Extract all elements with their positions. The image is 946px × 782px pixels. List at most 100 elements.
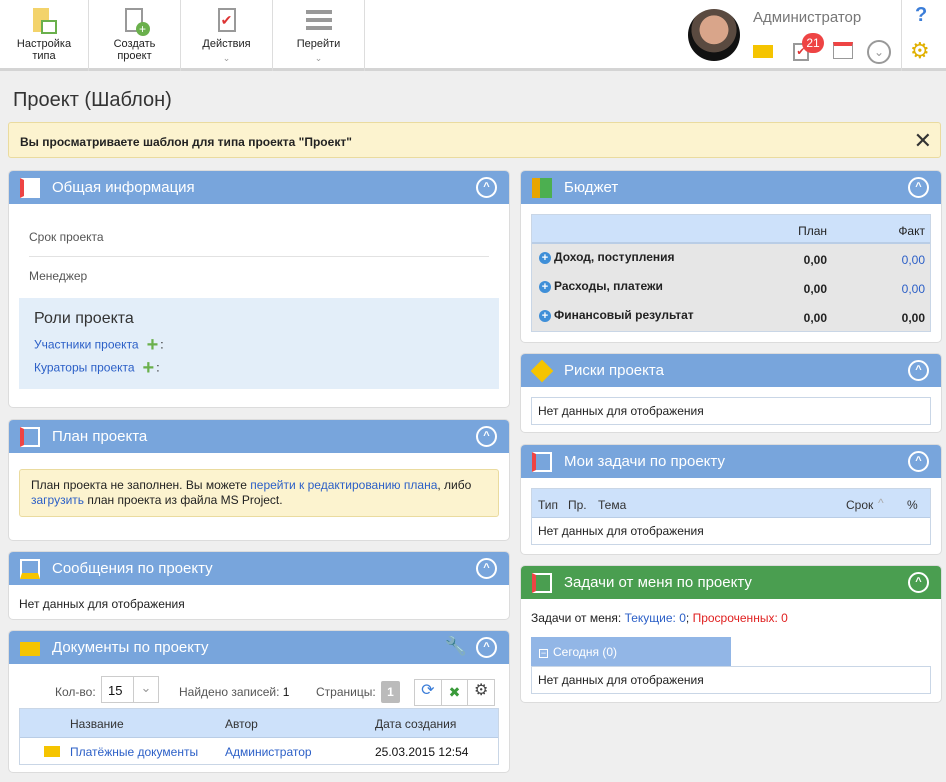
collapse-icon[interactable]: ^: [908, 451, 929, 472]
empty-text: Нет данных для отображения: [19, 597, 185, 611]
add-icon[interactable]: +: [146, 334, 159, 356]
role-participants-link[interactable]: Участники проекта: [34, 337, 139, 352]
page-title: Проект (Шаблон): [13, 89, 172, 111]
column-header: План: [798, 224, 827, 238]
colon: :: [160, 337, 164, 352]
gear-icon[interactable]: ⚙: [910, 38, 930, 63]
type-settings-button[interactable]: Настройка типа: [0, 0, 89, 71]
label: Настройка: [16, 38, 72, 50]
column-header[interactable]: Автор: [225, 717, 258, 731]
documents-table: Название Автор Дата создания Платёжные д…: [19, 708, 499, 765]
separator: ;: [685, 611, 693, 625]
expand-icon[interactable]: +: [539, 310, 551, 322]
label: Задачи от меня:: [531, 611, 625, 625]
goto-menu[interactable]: Перейти ⌄: [273, 0, 365, 71]
settings-icon[interactable]: ⚙: [474, 682, 489, 699]
count-label: Кол-во:: [55, 685, 96, 699]
mail-icon[interactable]: [753, 45, 773, 58]
column-header[interactable]: Пр.: [568, 498, 587, 512]
expand-icon[interactable]: +: [539, 252, 551, 264]
chevron-down-icon: ⌄: [222, 53, 231, 63]
documents-panel: Документы по проекту 🔧 ^ Кол-во: 15 ⌄ Найде…: [8, 630, 510, 773]
folder-icon: [44, 746, 60, 757]
date-cell: 25.03.2015 12:54: [375, 745, 469, 759]
table-row[interactable]: Платёжные документы Администратор 25.03.…: [20, 738, 498, 764]
collapse-icon[interactable]: ^: [476, 426, 497, 447]
fact-value[interactable]: 0,00: [901, 282, 925, 296]
task-assign-icon: [532, 573, 552, 593]
panel-title: Сообщения по проекту: [52, 560, 213, 577]
page-button[interactable]: 1: [381, 681, 400, 703]
label: проект: [117, 50, 152, 62]
count-select[interactable]: 15 ⌄: [101, 676, 159, 703]
upload-link[interactable]: загрузить: [31, 493, 85, 507]
row-label: Доход, поступления: [554, 250, 675, 264]
doc-actions: ⟳ ✖ ⚙: [414, 679, 495, 706]
create-project-button[interactable]: + Создать проект: [89, 0, 181, 71]
add-icon[interactable]: +: [142, 357, 155, 379]
column-header[interactable]: Тема: [598, 498, 627, 512]
collapse-icon[interactable]: ^: [476, 177, 497, 198]
messages-panel: Сообщения по проекту ^ Нет данных для ото…: [8, 551, 510, 620]
document-name-link[interactable]: Платёжные документы: [70, 745, 199, 759]
count-value: 15: [108, 683, 123, 698]
general-info-panel: Общая информация ^ Срок проекта Менеджер …: [8, 170, 510, 408]
close-icon[interactable]: ✕: [913, 128, 932, 153]
type-settings-icon: [29, 6, 59, 36]
sort-up-icon: ^: [878, 496, 884, 510]
tasks-badge: 21: [802, 33, 824, 53]
plan-icon: [20, 427, 40, 447]
found-label: Найдено записей:: [179, 685, 280, 699]
empty-text: Нет данных для отображения: [531, 666, 931, 694]
collapse-icon[interactable]: ^: [908, 360, 929, 381]
label: Действия: [202, 38, 251, 50]
current-link[interactable]: Текущие: 0: [624, 611, 686, 625]
collapse-icon[interactable]: ^: [908, 572, 929, 593]
edit-plan-link[interactable]: перейти к редактированию плана: [250, 478, 438, 492]
budget-table: План Факт + Доход, поступления 0,00 0,00 + Р…: [531, 214, 931, 332]
expand-icon[interactable]: +: [539, 281, 551, 293]
text: План проекта не заполнен. Вы можете: [31, 478, 251, 492]
author-link[interactable]: Администратор: [225, 745, 312, 759]
panel-title: Общая информация: [52, 179, 195, 196]
column-header[interactable]: Тип: [538, 498, 559, 512]
refresh-icon[interactable]: ⟳: [415, 680, 442, 705]
create-project-icon: +: [120, 6, 150, 36]
colon: :: [156, 360, 160, 375]
budget-row: + Расходы, платежи 0,00 0,00: [532, 273, 930, 302]
column-header: Факт: [898, 224, 925, 238]
avatar[interactable]: [688, 9, 740, 61]
label: Перейти: [296, 38, 341, 50]
row-label: Финансовый результат: [554, 308, 694, 322]
budget-row: + Доход, поступления 0,00 0,00: [532, 244, 930, 273]
my-tasks-panel: Мои задачи по проекту ^ Тип Пр. Тема Срок…: [520, 444, 942, 555]
collapse-icon[interactable]: ^: [476, 558, 497, 579]
banner-text: Вы просматриваете шаблон для типа проект…: [20, 135, 352, 149]
role-curators-link[interactable]: Кураторы проекта: [34, 360, 135, 375]
export-excel-icon[interactable]: ✖: [442, 680, 469, 705]
column-header[interactable]: Дата создания: [375, 717, 457, 731]
calendar-icon[interactable]: [833, 42, 853, 59]
chevron-down-icon[interactable]: ⌄: [867, 40, 891, 64]
roles-title: Роли проекта: [34, 310, 134, 327]
panel-title: План проекта: [52, 428, 148, 445]
collapse-group-icon[interactable]: −: [539, 648, 548, 658]
collapse-icon[interactable]: ^: [908, 177, 929, 198]
wrench-icon[interactable]: 🔧: [444, 636, 467, 656]
help-icon[interactable]: ?: [915, 4, 928, 26]
group-today[interactable]: − Сегодня (0): [531, 637, 731, 666]
risks-panel: Риски проекта ^ Нет данных для отображени…: [520, 353, 942, 433]
plan-value: 0,00: [803, 253, 827, 267]
row-label: Расходы, платежи: [554, 279, 663, 293]
fact-value[interactable]: 0,00: [901, 253, 925, 267]
pages-label: Страницы:: [316, 685, 376, 699]
column-header[interactable]: Срок: [846, 498, 874, 512]
column-header[interactable]: %: [907, 498, 918, 512]
user-name[interactable]: Администратор: [753, 9, 862, 26]
collapse-icon[interactable]: ^: [476, 637, 497, 658]
text: , либо: [437, 478, 472, 492]
column-header[interactable]: Название: [70, 717, 124, 731]
overdue-link[interactable]: Просроченных: 0: [692, 611, 788, 625]
actions-menu[interactable]: ✔ Действия ⌄: [181, 0, 273, 71]
panel-title: Мои задачи по проекту: [564, 453, 725, 470]
